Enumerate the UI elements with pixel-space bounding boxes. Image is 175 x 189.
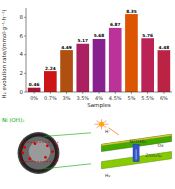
data-label: 8.35 <box>126 9 137 14</box>
y-tick <box>24 36 26 37</box>
y-tick-label: 0 <box>20 89 24 95</box>
schematic <box>18 119 172 174</box>
x-tick-label: 4% <box>95 95 103 101</box>
annotation: H⁺ <box>105 129 111 134</box>
annotation: Ni(OH)₂ <box>130 139 147 144</box>
x-tick <box>66 92 67 94</box>
data-label: 5.17 <box>77 38 88 43</box>
data-label: 4.48 <box>159 45 170 50</box>
y-tick-label: 2 <box>20 70 24 76</box>
bar <box>158 50 171 92</box>
core <box>29 141 50 162</box>
data-label: 2.24 <box>45 66 56 71</box>
connector <box>44 164 91 169</box>
annotation: Ox <box>158 143 165 148</box>
x-tick-label: 3% <box>63 95 71 101</box>
nanoparticle <box>34 142 37 145</box>
y-tick <box>24 17 26 18</box>
x-tick-label: 4.5% <box>109 95 122 101</box>
x-tick <box>34 92 35 94</box>
x-tick <box>115 92 116 94</box>
x-tick-label: 3.5% <box>76 95 89 101</box>
x-tick-label: 0.7% <box>44 95 57 101</box>
bar <box>60 50 73 92</box>
nanoparticle <box>44 156 47 159</box>
x-tick <box>82 92 83 94</box>
y-tick <box>24 92 26 93</box>
y-tick-label: 8 <box>20 14 24 20</box>
x-axis-label: Samples <box>87 102 111 109</box>
connector <box>44 133 91 137</box>
nanoparticle <box>28 157 31 160</box>
nanoparticle <box>51 150 54 153</box>
annotation: Ni (OH)₂ <box>2 117 24 123</box>
data-label: 4.49 <box>61 45 72 50</box>
microsphere <box>22 136 55 169</box>
x-tick <box>131 92 132 94</box>
annotation: H₂ <box>105 173 110 178</box>
x-tick-label: 5.5% <box>141 95 154 101</box>
arrow <box>136 149 137 159</box>
y-axis-label: H₂ evolution rate/(mmol·g⁻¹·h⁻¹) <box>1 9 8 98</box>
annotation: ZnIn₂S₄ <box>145 153 162 158</box>
x-tick-label: 6% <box>160 95 168 101</box>
x-tick <box>50 92 51 94</box>
highlight-box <box>21 142 58 161</box>
bar <box>125 14 138 92</box>
x-tick <box>163 92 164 94</box>
bar <box>76 44 89 92</box>
bar <box>44 71 57 92</box>
figure: 0 2 4 6 8 0% 0.7% 3% 3.5% 4% 4.5% 5% 5.5% 6% 0.46 2.24 4… <box>0 0 175 189</box>
nanoparticle <box>23 146 26 149</box>
nanoparticle <box>21 152 24 155</box>
bar <box>93 39 106 92</box>
bars <box>28 14 170 92</box>
nanoparticle <box>46 144 49 147</box>
x-tick-label: 5% <box>127 95 135 101</box>
x-tick <box>99 92 100 94</box>
data-label: 0.46 <box>29 82 40 87</box>
data-label: 5.68 <box>94 33 105 38</box>
bar <box>109 28 122 92</box>
y-tick <box>24 54 26 55</box>
bar <box>28 88 41 92</box>
bar <box>141 38 154 92</box>
y-tick-label: 6 <box>20 33 24 39</box>
y-tick <box>24 73 26 74</box>
data-label: 6.87 <box>110 22 121 27</box>
sun <box>99 122 104 127</box>
y-axis-line <box>26 8 27 92</box>
x-tick-label: 0% <box>30 95 38 101</box>
data-label: 5.76 <box>142 33 153 38</box>
em-image <box>19 134 58 173</box>
x-tick <box>147 92 148 94</box>
column <box>133 144 139 161</box>
y-tick-label: 4 <box>20 51 24 57</box>
